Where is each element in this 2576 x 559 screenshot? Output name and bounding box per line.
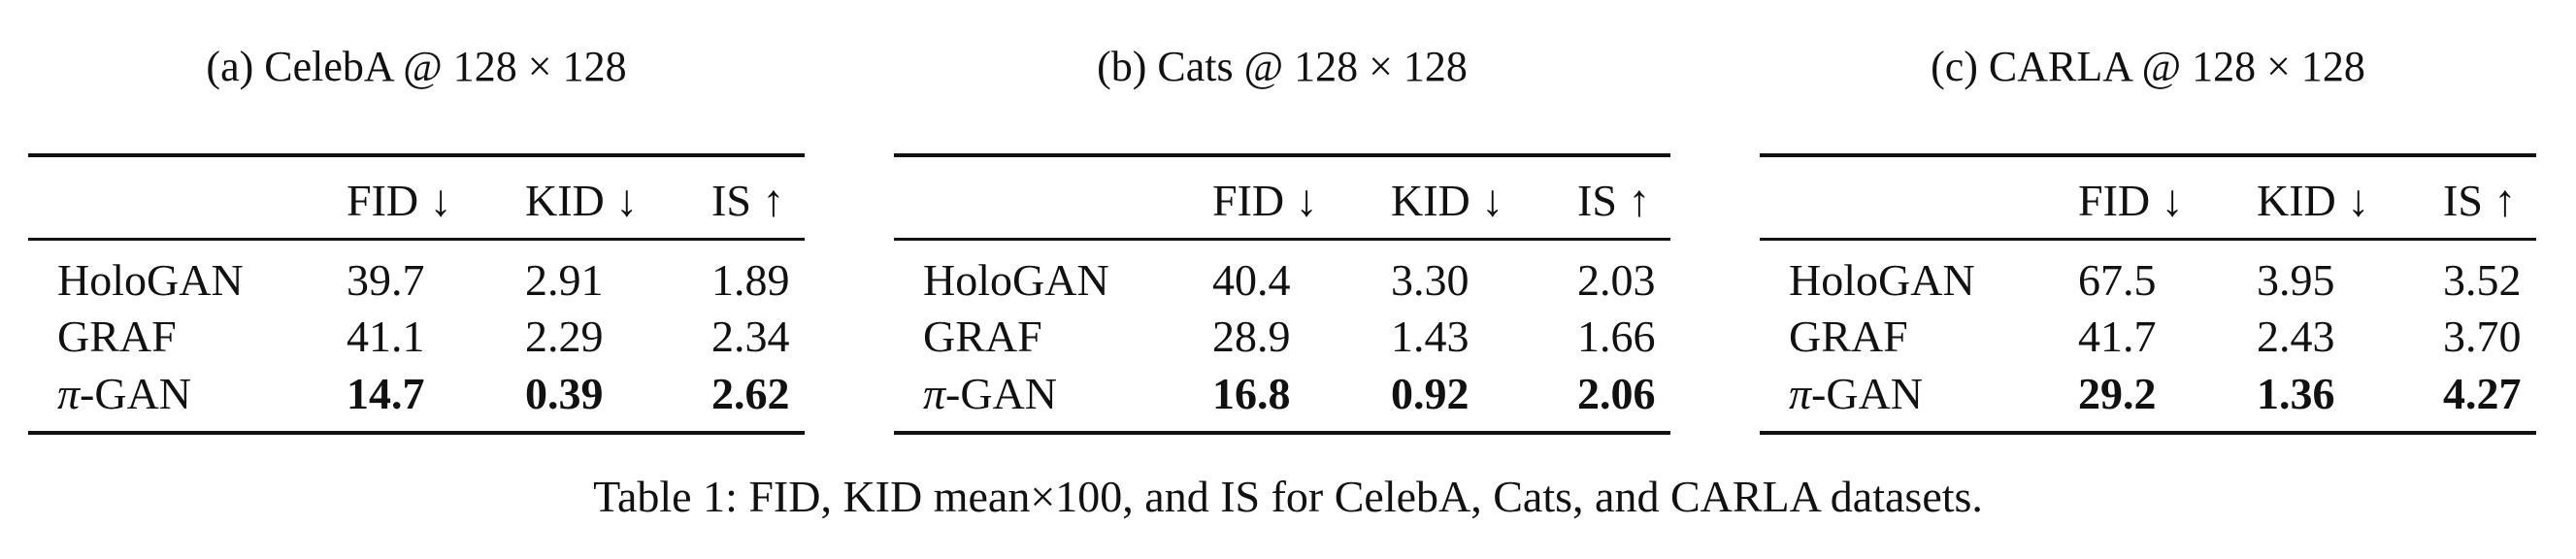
results-table-celeba: FID ↓ KID ↓ IS ↑ HoloGAN 39.7 2.91 1.89 … [28,153,805,435]
kid-value: 1.43 [1391,312,1470,361]
table-row: GRAF 41.1 2.29 2.34 [28,307,805,367]
kid-value: 2.91 [525,254,604,305]
kid-header: KID ↓ [1391,176,1504,226]
fid-value: 29.2 [2078,368,2157,418]
method-name: GRAF [57,312,177,361]
method-name: GRAF [923,312,1042,361]
fid-value: 28.9 [1212,312,1291,361]
method-header [1760,155,2077,239]
fid-value: 67.5 [2078,254,2157,305]
method-name-suffix: -GAN [945,368,1058,418]
kid-value: 0.92 [1391,368,1470,418]
results-panel-carla: (c) CARLA @ 128 × 128 FID ↓ KID ↓ IS ↑ H… [1760,39,2536,435]
table-header-row: FID ↓ KID ↓ IS ↑ [894,155,1670,239]
table-header-row: FID ↓ KID ↓ IS ↑ [1760,155,2536,239]
method-header [894,155,1211,239]
table-title: (b) Cats @ 128 × 128 [1097,43,1468,90]
is-header: IS ↑ [2443,176,2517,226]
table-row: π-GAN 16.8 0.92 2.06 [894,367,1670,433]
fid-value: 41.7 [2078,312,2157,361]
is-value: 1.89 [711,254,790,305]
table-row: π-GAN 29.2 1.36 4.27 [1760,367,2536,433]
table-header-row: FID ↓ KID ↓ IS ↑ [28,155,805,239]
pi-symbol: π [923,368,946,418]
method-name: HoloGAN [1789,254,1975,305]
kid-value: 3.30 [1391,254,1470,305]
table-caption: Table 1: FID, KID mean×100, and IS for C… [593,472,1983,521]
is-value: 2.06 [1577,368,1656,418]
is-header: IS ↑ [711,176,785,226]
table-title: (a) CelebA @ 128 × 128 [206,43,627,90]
method-name: GRAF [1789,312,1908,361]
kid-header: KID ↓ [2257,176,2370,226]
is-value: 2.34 [711,312,790,361]
kid-value: 3.95 [2257,254,2335,305]
fid-value: 40.4 [1212,254,1291,305]
results-table-cats: FID ↓ KID ↓ IS ↑ HoloGAN 40.4 3.30 2.03 … [894,153,1670,435]
table-title: (c) CARLA @ 128 × 128 [1931,43,2365,90]
method-name: π-GAN [28,367,346,433]
kid-value: 2.29 [525,312,604,361]
is-value: 4.27 [2443,368,2522,418]
fid-header: FID ↓ [347,176,452,226]
kid-header: KID ↓ [525,176,639,226]
results-table-carla: FID ↓ KID ↓ IS ↑ HoloGAN 67.5 3.95 3.52 … [1760,153,2536,435]
results-panel-celeba: (a) CelebA @ 128 × 128 FID ↓ KID ↓ IS ↑ … [28,39,805,435]
method-name-suffix: -GAN [80,368,192,418]
kid-value: 2.43 [2257,312,2335,361]
table-row: HoloGAN 67.5 3.95 3.52 [1760,239,2536,307]
is-value: 2.03 [1577,254,1656,305]
method-name: π-GAN [894,367,1211,433]
fid-header: FID ↓ [2078,176,2184,226]
method-name: HoloGAN [923,254,1109,305]
fid-value: 16.8 [1212,368,1291,418]
method-name: π-GAN [1760,367,2077,433]
is-value: 3.70 [2443,312,2522,361]
method-header [28,155,346,239]
table-row: π-GAN 14.7 0.39 2.62 [28,367,805,433]
method-name: HoloGAN [57,254,244,305]
is-value: 1.66 [1577,312,1656,361]
fid-header: FID ↓ [1212,176,1318,226]
table-row: HoloGAN 39.7 2.91 1.89 [28,239,805,307]
table-row: GRAF 41.7 2.43 3.70 [1760,307,2536,367]
is-value: 2.62 [711,368,790,418]
pi-symbol: π [57,368,81,418]
kid-value: 1.36 [2257,368,2335,418]
kid-value: 0.39 [525,368,604,418]
results-panel-cats: (b) Cats @ 128 × 128 FID ↓ KID ↓ IS ↑ Ho… [894,39,1670,435]
is-value: 3.52 [2443,254,2522,305]
fid-value: 39.7 [347,254,425,305]
is-header: IS ↑ [1577,176,1651,226]
fid-value: 14.7 [347,368,425,418]
pi-symbol: π [1789,368,1812,418]
table-row: HoloGAN 40.4 3.30 2.03 [894,239,1670,307]
table-row: GRAF 28.9 1.43 1.66 [894,307,1670,367]
method-name-suffix: -GAN [1811,368,1924,418]
fid-value: 41.1 [347,312,425,361]
